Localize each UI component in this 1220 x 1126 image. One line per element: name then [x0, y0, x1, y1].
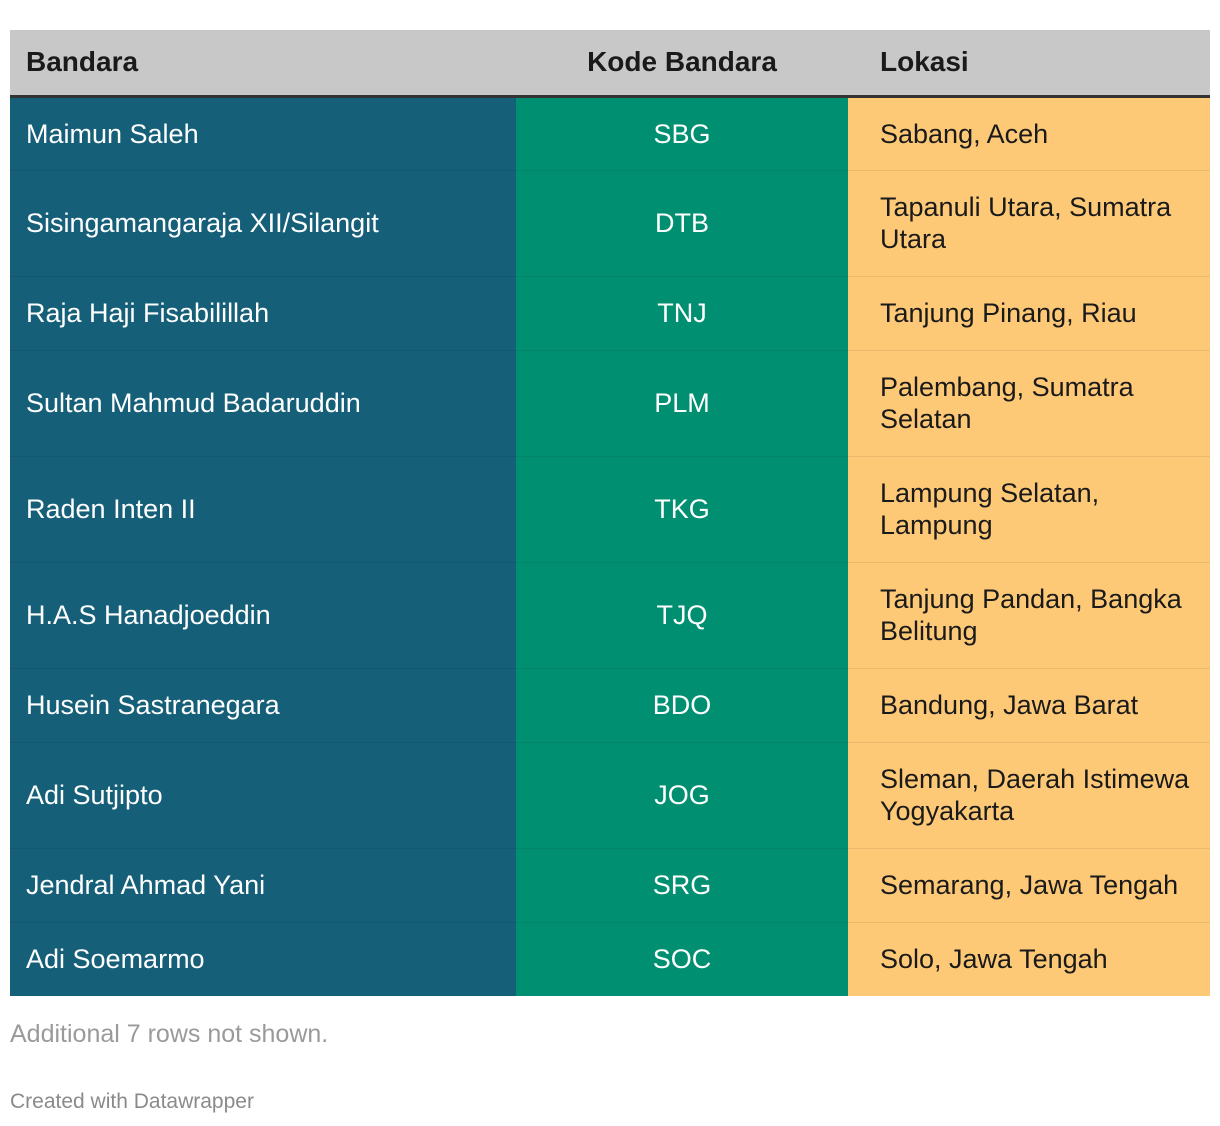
- table-row: Raden Inten II TKG Lampung Selatan, Lamp…: [10, 456, 1210, 563]
- table-row: H.A.S Hanadjoeddin TJQ Tanjung Pandan, B…: [10, 562, 1210, 669]
- table-header: Bandara Kode Bandara Lokasi: [10, 30, 1210, 98]
- airport-name-cell: Adi Soemarmo: [10, 922, 516, 996]
- table-row: Maimun Saleh SBG Sabang, Aceh: [10, 96, 1210, 171]
- airport-name-cell: Husein Sastranegara: [10, 668, 516, 743]
- airport-name-cell: Maimun Saleh: [10, 96, 516, 171]
- airport-code-cell: PLM: [516, 350, 848, 457]
- datawrapper-credit[interactable]: Created with Datawrapper: [10, 1090, 254, 1113]
- table-row: Husein Sastranegara BDO Bandung, Jawa Ba…: [10, 668, 1210, 743]
- airport-location-cell: Palembang, Sumatra Selatan: [848, 350, 1210, 457]
- airport-location-cell: Semarang, Jawa Tengah: [848, 848, 1210, 923]
- airport-table: Bandara Kode Bandara Lokasi Maimun Saleh…: [10, 30, 1210, 996]
- airport-name-cell: Raja Haji Fisabilillah: [10, 276, 516, 351]
- airport-location-cell: Tanjung Pinang, Riau: [848, 276, 1210, 351]
- table-row: Raja Haji Fisabilillah TNJ Tanjung Pinan…: [10, 276, 1210, 351]
- column-header-airport[interactable]: Bandara: [10, 30, 516, 98]
- airport-code-cell: DTB: [516, 170, 848, 277]
- airport-location-cell: Tapanuli Utara, Sumatra Utara: [848, 170, 1210, 277]
- airport-name-cell: Raden Inten II: [10, 456, 516, 563]
- airport-code-cell: TJQ: [516, 562, 848, 669]
- airport-code-cell: SBG: [516, 96, 848, 171]
- airport-name-cell: Adi Sutjipto: [10, 742, 516, 849]
- airport-table-container: Bandara Kode Bandara Lokasi Maimun Saleh…: [10, 30, 1210, 996]
- airport-code-cell: JOG: [516, 742, 848, 849]
- airport-location-cell: Lampung Selatan, Lampung: [848, 456, 1210, 563]
- airport-name-cell: H.A.S Hanadjoeddin: [10, 562, 516, 669]
- table-row: Sultan Mahmud Badaruddin PLM Palembang, …: [10, 350, 1210, 457]
- table-row: Jendral Ahmad Yani SRG Semarang, Jawa Te…: [10, 848, 1210, 923]
- airport-location-cell: Sabang, Aceh: [848, 96, 1210, 171]
- table-row: Sisingamangaraja XII/Silangit DTB Tapanu…: [10, 170, 1210, 277]
- airport-name-cell: Sultan Mahmud Badaruddin: [10, 350, 516, 457]
- column-header-code[interactable]: Kode Bandara: [516, 30, 848, 98]
- table-row: Adi Soemarmo SOC Solo, Jawa Tengah: [10, 922, 1210, 996]
- column-header-location[interactable]: Lokasi: [848, 30, 1210, 98]
- airport-code-cell: TKG: [516, 456, 848, 563]
- rows-hidden-note: Additional 7 rows not shown.: [10, 1020, 329, 1048]
- table-body: Maimun Saleh SBG Sabang, Aceh Sisingaman…: [10, 96, 1210, 996]
- airport-code-cell: SOC: [516, 922, 848, 996]
- airport-name-cell: Jendral Ahmad Yani: [10, 848, 516, 923]
- header-row: Bandara Kode Bandara Lokasi: [10, 30, 1210, 98]
- airport-location-cell: Sleman, Daerah Istimewa Yogyakarta: [848, 742, 1210, 849]
- airport-location-cell: Bandung, Jawa Barat: [848, 668, 1210, 743]
- airport-location-cell: Tanjung Pandan, Bangka Belitung: [848, 562, 1210, 669]
- table-row: Adi Sutjipto JOG Sleman, Daerah Istimewa…: [10, 742, 1210, 849]
- airport-name-cell: Sisingamangaraja XII/Silangit: [10, 170, 516, 277]
- airport-location-cell: Solo, Jawa Tengah: [848, 922, 1210, 996]
- airport-code-cell: SRG: [516, 848, 848, 923]
- airport-code-cell: BDO: [516, 668, 848, 743]
- airport-code-cell: TNJ: [516, 276, 848, 351]
